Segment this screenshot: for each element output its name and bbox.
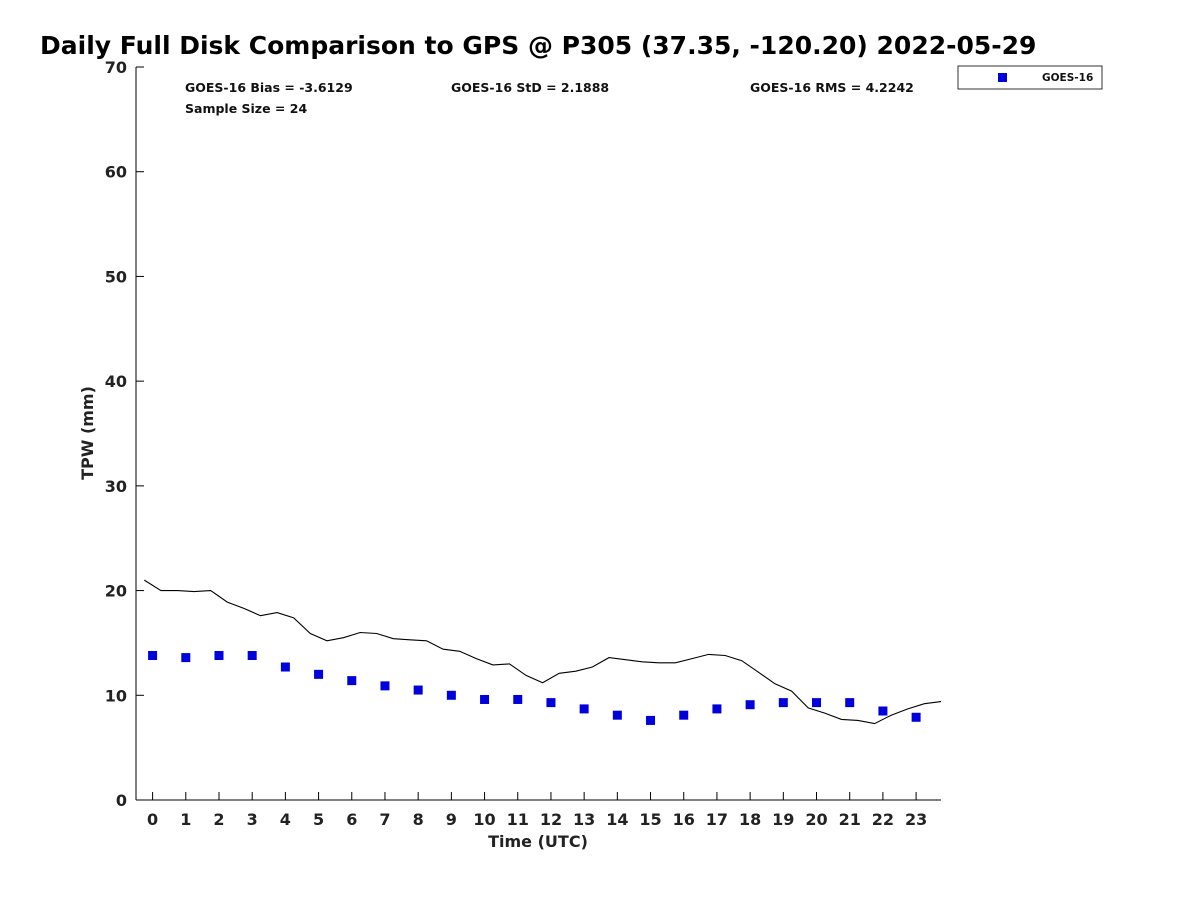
goes16-point <box>546 698 556 708</box>
x-tick-label: 7 <box>379 810 390 829</box>
gps-tpw-line <box>144 579 942 725</box>
y-tick-label: 70 <box>105 58 127 77</box>
x-tick-label: 9 <box>446 810 457 829</box>
goes16-point <box>646 715 656 725</box>
x-tick-label: 11 <box>507 810 529 829</box>
x-tick-label: 19 <box>772 810 794 829</box>
x-tick-label: 13 <box>573 810 595 829</box>
x-tick-label: 16 <box>673 810 695 829</box>
legend-marker-goes16 <box>998 73 1007 82</box>
goes16-point <box>778 698 788 708</box>
bias-stat: GOES-16 Bias = -3.6129 <box>185 80 353 95</box>
goes16-point <box>812 698 822 708</box>
legend-box <box>957 65 1103 90</box>
goes16-point <box>181 653 191 663</box>
plot-axes <box>135 67 941 801</box>
y-tick-label: 60 <box>105 163 127 182</box>
goes16-point <box>280 662 290 672</box>
goes16-point <box>878 706 888 716</box>
x-tick-label: 15 <box>639 810 661 829</box>
x-axis-ticks: 0 1 2 3 4 5 6 7 8 9 10 11 12 13 14 15 16 17 18 19 20 21 22 23 <box>147 792 927 829</box>
goes16-point <box>745 700 755 710</box>
legend-label-goes16: GOES-16 <box>1042 72 1093 84</box>
series-layer <box>144 579 942 725</box>
x-tick-label: 22 <box>872 810 894 829</box>
x-tick-label: 6 <box>346 810 357 829</box>
goes16-point <box>480 694 490 704</box>
x-axis-label: Time (UTC) <box>488 832 588 851</box>
goes16-point <box>911 712 921 722</box>
goes16-point <box>845 698 855 708</box>
goes16-point <box>314 669 324 679</box>
x-tick-label: 8 <box>413 810 424 829</box>
x-tick-label: 0 <box>147 810 158 829</box>
rms-stat: GOES-16 RMS = 4.2242 <box>750 80 914 95</box>
x-tick-label: 5 <box>313 810 324 829</box>
x-tick-label: 21 <box>839 810 861 829</box>
y-axis-ticks: 0 10 20 30 40 50 60 70 <box>105 58 144 810</box>
goes16-point <box>148 650 158 660</box>
goes16-point <box>446 690 456 700</box>
goes16-point <box>247 650 257 660</box>
x-tick-label: 10 <box>473 810 495 829</box>
goes16-point <box>347 676 357 686</box>
goes16-point <box>380 681 390 691</box>
y-tick-label: 50 <box>105 267 127 286</box>
chart-title: Daily Full Disk Comparison to GPS @ P305… <box>40 31 1036 60</box>
y-axis-label: TPW (mm) <box>78 386 97 480</box>
x-tick-label: 12 <box>540 810 562 829</box>
x-tick-label: 20 <box>805 810 827 829</box>
sample-size-stat: Sample Size = 24 <box>185 101 307 116</box>
y-tick-label: 10 <box>105 686 127 705</box>
x-tick-label: 23 <box>905 810 927 829</box>
y-tick-label: 40 <box>105 372 127 391</box>
x-tick-label: 17 <box>706 810 728 829</box>
goes16-point <box>679 710 689 720</box>
x-tick-label: 14 <box>606 810 628 829</box>
goes16-point <box>513 694 523 704</box>
y-tick-label: 30 <box>105 477 127 496</box>
goes16-point <box>214 650 224 660</box>
x-tick-label: 3 <box>247 810 258 829</box>
std-stat: GOES-16 StD = 2.1888 <box>451 80 609 95</box>
goes16-point <box>579 704 589 714</box>
y-tick-label: 20 <box>105 582 127 601</box>
y-tick-label: 0 <box>116 791 127 810</box>
goes16-point <box>612 710 622 720</box>
x-tick-label: 1 <box>180 810 191 829</box>
x-tick-label: 4 <box>280 810 291 829</box>
x-tick-label: 18 <box>739 810 761 829</box>
legend: GOES-16 <box>957 65 1103 90</box>
goes16-point <box>413 685 423 695</box>
goes16-point <box>712 704 722 714</box>
x-tick-label: 2 <box>213 810 224 829</box>
